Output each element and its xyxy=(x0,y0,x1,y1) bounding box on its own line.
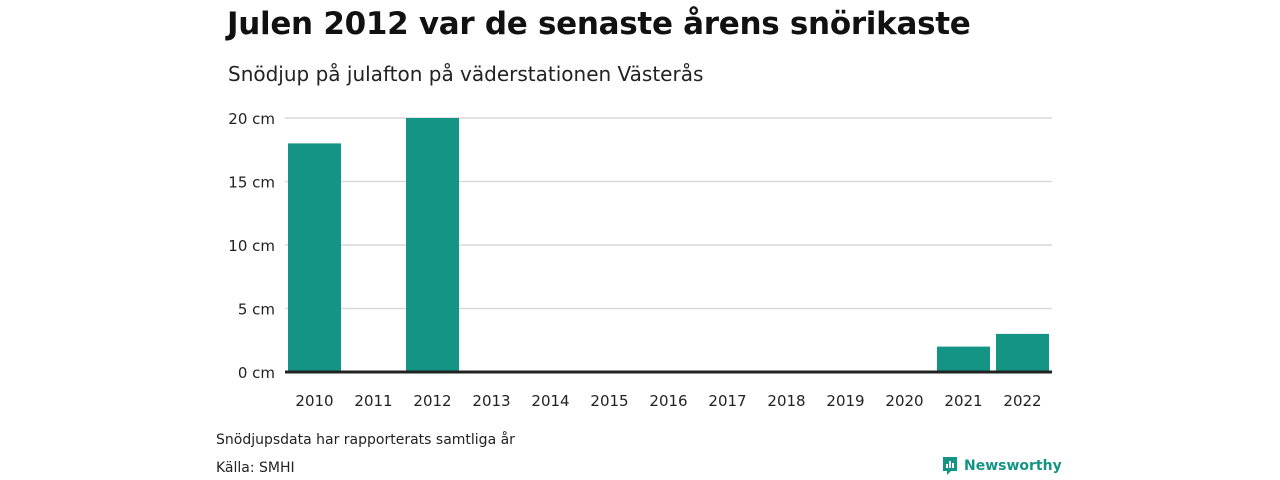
x-tick-label: 2011 xyxy=(354,392,392,410)
x-tick-label: 2016 xyxy=(649,392,687,410)
y-tick-label: 10 cm xyxy=(228,237,275,255)
data-note: Snödjupsdata har rapporterats samtliga å… xyxy=(216,432,515,448)
bars xyxy=(288,118,1049,372)
x-tick-label: 2017 xyxy=(708,392,746,410)
y-axis-tick-labels: 0 cm 5 cm 10 cm 15 cm 20 cm xyxy=(228,110,275,382)
x-tick-label: 2019 xyxy=(826,392,864,410)
grid-lines xyxy=(285,117,1052,310)
chart-subtitle: Snödjup på julafton på väderstationen Vä… xyxy=(228,62,704,86)
source-note: Källa: SMHI xyxy=(216,460,295,476)
newsworthy-logo-icon xyxy=(943,457,957,475)
bar-2012 xyxy=(406,118,459,372)
y-tick-label: 15 cm xyxy=(228,174,275,192)
x-tick-label: 2015 xyxy=(590,392,628,410)
x-tick-label: 2013 xyxy=(472,392,510,410)
y-tick-label: 5 cm xyxy=(238,301,275,319)
y-tick-label: 20 cm xyxy=(228,110,275,128)
brand-logo[interactable]: Newsworthy xyxy=(942,456,1062,476)
bar-2021 xyxy=(937,346,990,372)
x-tick-label: 2022 xyxy=(1003,392,1041,410)
x-tick-label: 2021 xyxy=(944,392,982,410)
chart-title: Julen 2012 var de senaste årens snörikas… xyxy=(227,6,971,42)
bar-2022 xyxy=(996,333,1049,372)
x-tick-label: 2020 xyxy=(885,392,923,410)
bar-chart: 0 cm 5 cm 10 cm 15 cm 20 cm 2010 2011 2012 2013… xyxy=(228,110,1052,410)
brand-name: Newsworthy xyxy=(964,458,1062,474)
x-axis-tick-labels: 2010 2011 2012 2013 2014 2015 2016 2017 2018 2019… xyxy=(295,392,1041,410)
bar-2010 xyxy=(288,143,341,372)
x-tick-label: 2014 xyxy=(531,392,569,410)
x-tick-label: 2018 xyxy=(767,392,805,410)
x-tick-label: 2010 xyxy=(295,392,333,410)
y-tick-label: 0 cm xyxy=(238,364,275,382)
x-tick-label: 2012 xyxy=(413,392,451,410)
